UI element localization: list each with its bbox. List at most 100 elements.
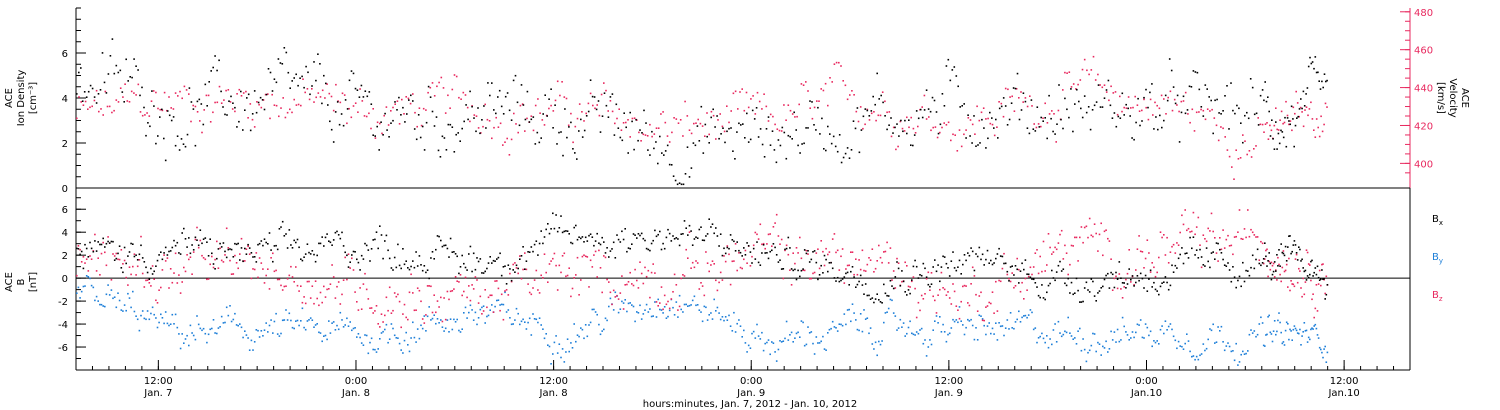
- data-point: [271, 93, 273, 96]
- data-point: [1079, 236, 1081, 239]
- data-point: [1295, 253, 1298, 256]
- data-point: [1074, 292, 1076, 294]
- data-point: [878, 98, 880, 100]
- data-point: [1027, 275, 1030, 278]
- data-point: [304, 253, 307, 255]
- data-point: [1258, 262, 1261, 265]
- data-point: [809, 100, 811, 102]
- data-point: [1200, 266, 1203, 269]
- data-point: [677, 238, 679, 240]
- data-point: [948, 275, 951, 277]
- data-point: [201, 254, 203, 257]
- data-point: [750, 98, 752, 100]
- data-point: [94, 240, 96, 242]
- data-point: [889, 298, 892, 301]
- data-point: [1010, 102, 1013, 104]
- data-point: [977, 144, 979, 146]
- data-point: [1102, 254, 1104, 257]
- data-point: [130, 242, 132, 245]
- data-point: [496, 258, 498, 260]
- data-point: [840, 65, 842, 67]
- data-point: [1133, 138, 1135, 141]
- data-point: [879, 343, 882, 346]
- data-point: [365, 244, 368, 247]
- data-point: [547, 281, 549, 283]
- data-point: [594, 311, 597, 313]
- data-point: [446, 247, 449, 250]
- data-point: [1037, 123, 1040, 125]
- data-point: [670, 298, 673, 300]
- data-point: [158, 321, 160, 324]
- data-point: [516, 101, 519, 104]
- data-point: [1242, 238, 1244, 240]
- data-point: [1224, 136, 1226, 138]
- data-point: [441, 326, 444, 328]
- data-point: [375, 231, 378, 233]
- data-point: [668, 307, 671, 310]
- data-point: [640, 318, 643, 320]
- data-point: [636, 237, 638, 239]
- data-point: [962, 285, 964, 288]
- data-point: [1018, 310, 1020, 313]
- data-point: [720, 133, 722, 135]
- data-point: [704, 135, 706, 137]
- data-point: [1165, 113, 1167, 115]
- data-point: [179, 292, 182, 294]
- data-point: [654, 229, 656, 232]
- data-point: [413, 128, 416, 130]
- data-point: [118, 245, 121, 247]
- data-point: [611, 303, 613, 306]
- data-point: [1222, 341, 1224, 343]
- data-point: [1317, 126, 1319, 129]
- data-point: [1282, 136, 1285, 139]
- data-point: [713, 232, 715, 235]
- data-point: [683, 220, 686, 222]
- data-point: [1111, 289, 1114, 291]
- data-point: [626, 250, 628, 253]
- data-point: [1188, 85, 1191, 88]
- data-point: [448, 256, 450, 258]
- data-point: [513, 112, 515, 115]
- data-point: [267, 68, 270, 70]
- data-point: [1226, 149, 1229, 151]
- data-point: [533, 318, 536, 320]
- data-point: [950, 139, 952, 142]
- data-point: [626, 283, 628, 286]
- data-point: [744, 254, 747, 256]
- data-point: [1318, 135, 1321, 138]
- data-point: [297, 103, 300, 106]
- data-point: [629, 136, 631, 138]
- data-point: [934, 320, 936, 322]
- data-point: [166, 110, 169, 112]
- data-point: [329, 332, 332, 334]
- data-point: [655, 127, 658, 129]
- data-point: [1041, 270, 1043, 273]
- data-point: [458, 329, 460, 332]
- data-point: [191, 244, 193, 246]
- data-point: [1192, 355, 1195, 357]
- data-point: [1259, 123, 1262, 126]
- data-point: [1265, 334, 1267, 336]
- data-point: [379, 326, 381, 328]
- data-point: [349, 261, 351, 263]
- data-point: [1326, 79, 1328, 82]
- data-point: [813, 250, 816, 252]
- data-point: [917, 332, 920, 335]
- data-point: [1191, 355, 1193, 358]
- data-point: [794, 337, 796, 339]
- data-point: [100, 252, 103, 255]
- data-point: [841, 324, 844, 327]
- data-point: [1266, 248, 1268, 251]
- data-point: [407, 318, 409, 321]
- data-point: [710, 264, 712, 266]
- data-point: [357, 309, 360, 311]
- data-point: [755, 107, 758, 109]
- data-point: [1307, 263, 1310, 265]
- data-point: [451, 328, 454, 331]
- data-point: [1024, 100, 1027, 103]
- data-point: [318, 331, 320, 334]
- data-point: [897, 327, 900, 329]
- data-point: [1271, 119, 1273, 121]
- data-point: [248, 253, 251, 255]
- data-point: [1130, 281, 1132, 283]
